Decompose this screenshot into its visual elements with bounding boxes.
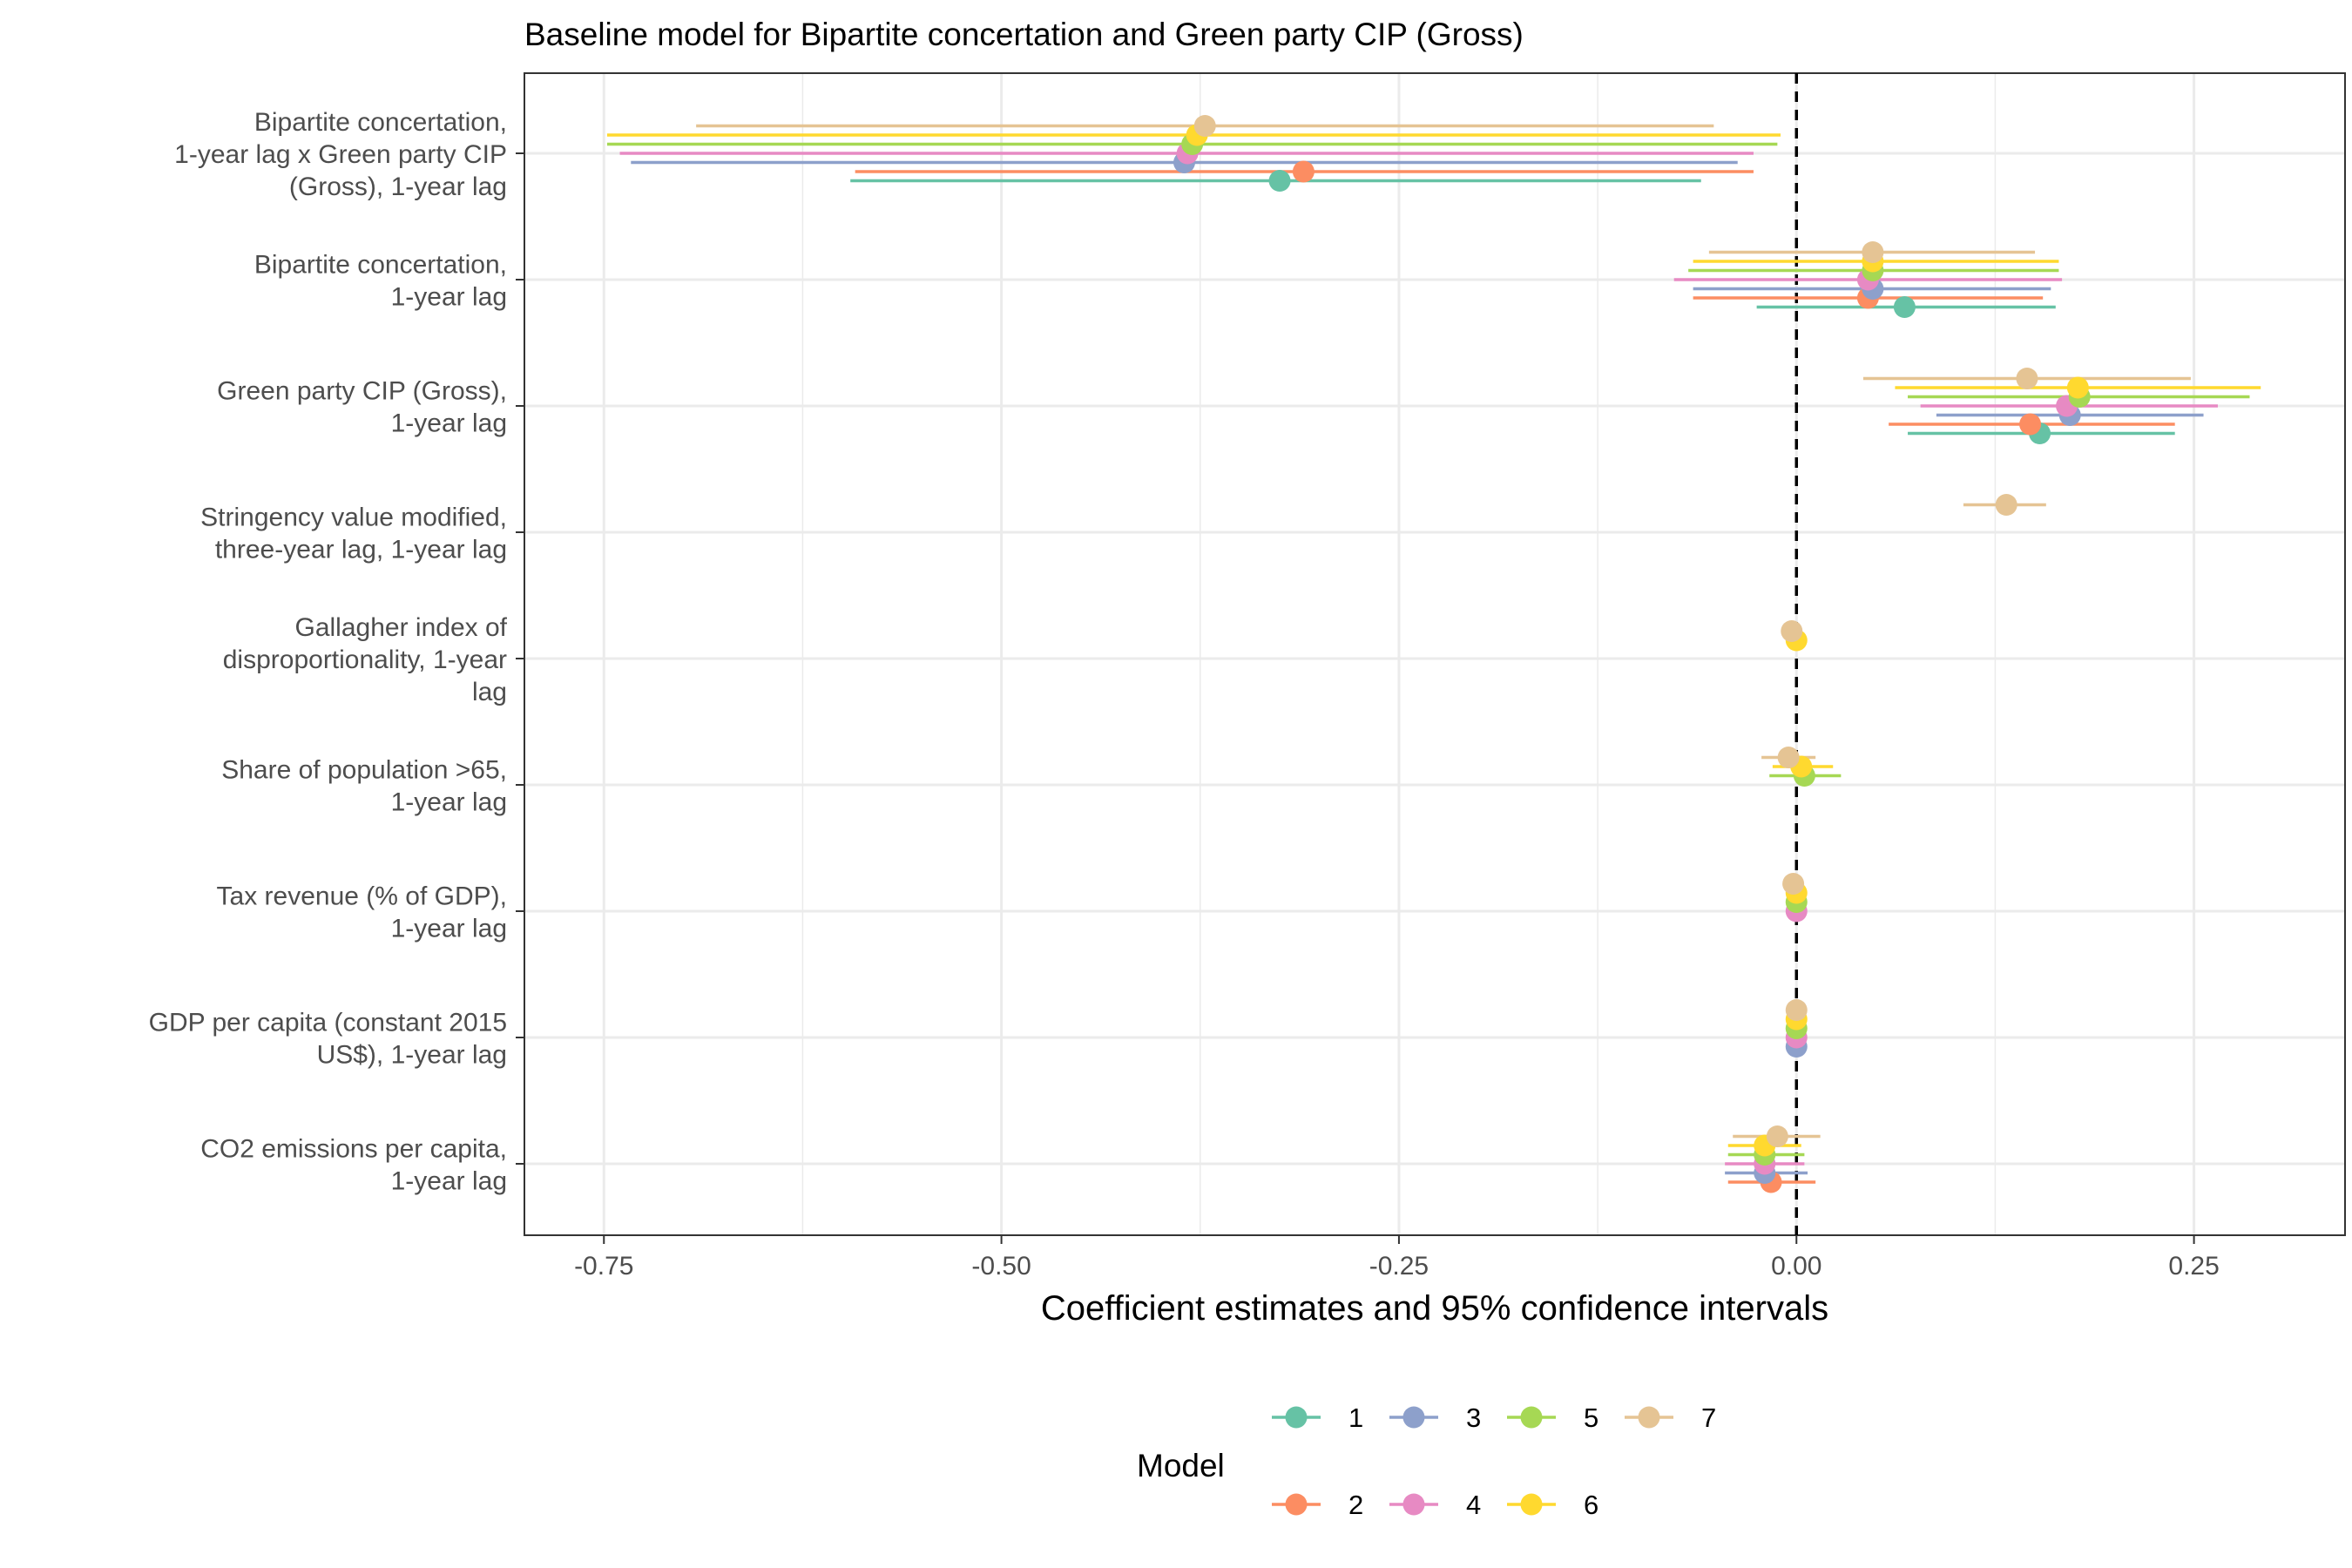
y-tick-label: Tax revenue (% of GDP), 1-year lag — [217, 882, 507, 943]
point-estimate-model-7 — [1781, 620, 1803, 642]
point-estimate-model-1 — [1893, 296, 1916, 318]
point-estimate-model-7 — [1777, 747, 1800, 768]
point-estimate-model-7 — [1782, 873, 1805, 895]
point-estimate-model-7 — [1193, 115, 1216, 137]
legend-label: 7 — [1701, 1402, 1716, 1433]
point-estimate-model-7 — [2016, 368, 2038, 389]
legend-label: 6 — [1584, 1490, 1598, 1520]
chart-title: Baseline model for Bipartite concertatio… — [524, 17, 1524, 52]
y-tick-label: Share of population >65, 1-year lag — [221, 756, 507, 817]
x-tick-label: -0.50 — [971, 1252, 1031, 1281]
point-estimate-model-7 — [1995, 494, 2017, 516]
y-tick-label-line: Bipartite concertation, — [254, 108, 507, 137]
y-tick-label-line: Share of population >65, — [221, 756, 507, 785]
point-estimate-model-2 — [2019, 413, 2042, 436]
grid-lines — [525, 74, 2344, 1234]
x-axis-label: Coefficient estimates and 95% confidence… — [1041, 1289, 1828, 1328]
legend-key-point — [1402, 1493, 1425, 1516]
point-estimate-model-7 — [1862, 241, 1884, 263]
legend-key-point — [1520, 1406, 1543, 1429]
y-tick-label: Stringency value modified, three-year lag… — [200, 504, 507, 564]
x-axis: -0.75 -0.50 -0.25 0.00 0.25 — [574, 1235, 2220, 1281]
legend-label: 2 — [1348, 1490, 1363, 1520]
y-tick-label: Bipartite concertation, 1-year lag — [254, 251, 507, 312]
legend-label: 1 — [1348, 1402, 1363, 1433]
legend-key-point — [1402, 1406, 1425, 1429]
y-tick-label-line: 1-year lag — [391, 788, 507, 817]
y-tick-label-line: three-year lag, 1-year lag — [215, 536, 507, 564]
legend: Model 1 2 3 4 5 6 7 — [1137, 1402, 1716, 1520]
y-tick-label-line: 1-year lag x Green party CIP — [174, 140, 507, 169]
point-estimate-model-2 — [1292, 160, 1315, 183]
y-tick-label: Bipartite concertation, 1-year lag x Gree… — [174, 108, 507, 201]
y-axis: Bipartite concertation, 1-year lag x Gree… — [149, 108, 524, 1196]
y-tick-label: GDP per capita (constant 2015 US$), 1-yea… — [149, 1009, 507, 1070]
point-estimate-model-7 — [1766, 1125, 1788, 1147]
y-tick-label-line: 1-year lag — [391, 915, 507, 943]
legend-key-point — [1520, 1493, 1543, 1516]
legend-label: 3 — [1466, 1402, 1481, 1433]
y-tick-label-line: disproportionality, 1-year — [223, 645, 507, 674]
y-tick-label-line: GDP per capita (constant 2015 — [149, 1009, 507, 1037]
y-tick-label: CO2 emissions per capita, 1-year lag — [200, 1135, 507, 1196]
series-marks — [606, 115, 2261, 1193]
y-tick-label-line: Bipartite concertation, — [254, 251, 507, 280]
y-tick-label-line: Green party CIP (Gross), — [217, 377, 507, 406]
legend-title: Model — [1137, 1448, 1225, 1484]
x-tick-label: 0.00 — [1771, 1252, 1821, 1281]
y-tick-label-line: US$), 1-year lag — [317, 1041, 507, 1070]
legend-label: 4 — [1466, 1490, 1481, 1520]
legend-key-point — [1285, 1406, 1308, 1429]
x-tick-label: -0.25 — [1369, 1252, 1429, 1281]
y-tick-label-line: Tax revenue (% of GDP), — [217, 882, 507, 911]
y-tick-label-line: CO2 emissions per capita, — [200, 1135, 507, 1164]
y-tick-label-line: Stringency value modified, — [200, 504, 507, 532]
legend-key-point — [1285, 1493, 1308, 1516]
point-estimate-model-1 — [1268, 170, 1291, 192]
y-tick-label-line: 1-year lag — [391, 1167, 507, 1196]
y-tick-label-line: Gallagher index of — [295, 613, 508, 642]
y-tick-label: Green party CIP (Gross), 1-year lag — [217, 377, 507, 438]
plot-panel — [524, 72, 2346, 1236]
x-tick-label: 0.25 — [2168, 1252, 2219, 1281]
legend-label: 5 — [1584, 1402, 1598, 1433]
y-tick-label: Gallagher index of disproportionality, 1-… — [223, 613, 508, 706]
x-tick-label: -0.75 — [574, 1252, 633, 1281]
point-estimate-model-6 — [2066, 376, 2089, 399]
y-tick-label-line: lag — [472, 678, 507, 706]
point-estimate-model-7 — [1785, 999, 1808, 1021]
y-tick-label-line: 1-year lag — [391, 409, 507, 438]
y-tick-label-line: 1-year lag — [391, 283, 507, 312]
y-tick-label-line: (Gross), 1-year lag — [289, 172, 507, 201]
legend-key-point — [1638, 1406, 1660, 1429]
